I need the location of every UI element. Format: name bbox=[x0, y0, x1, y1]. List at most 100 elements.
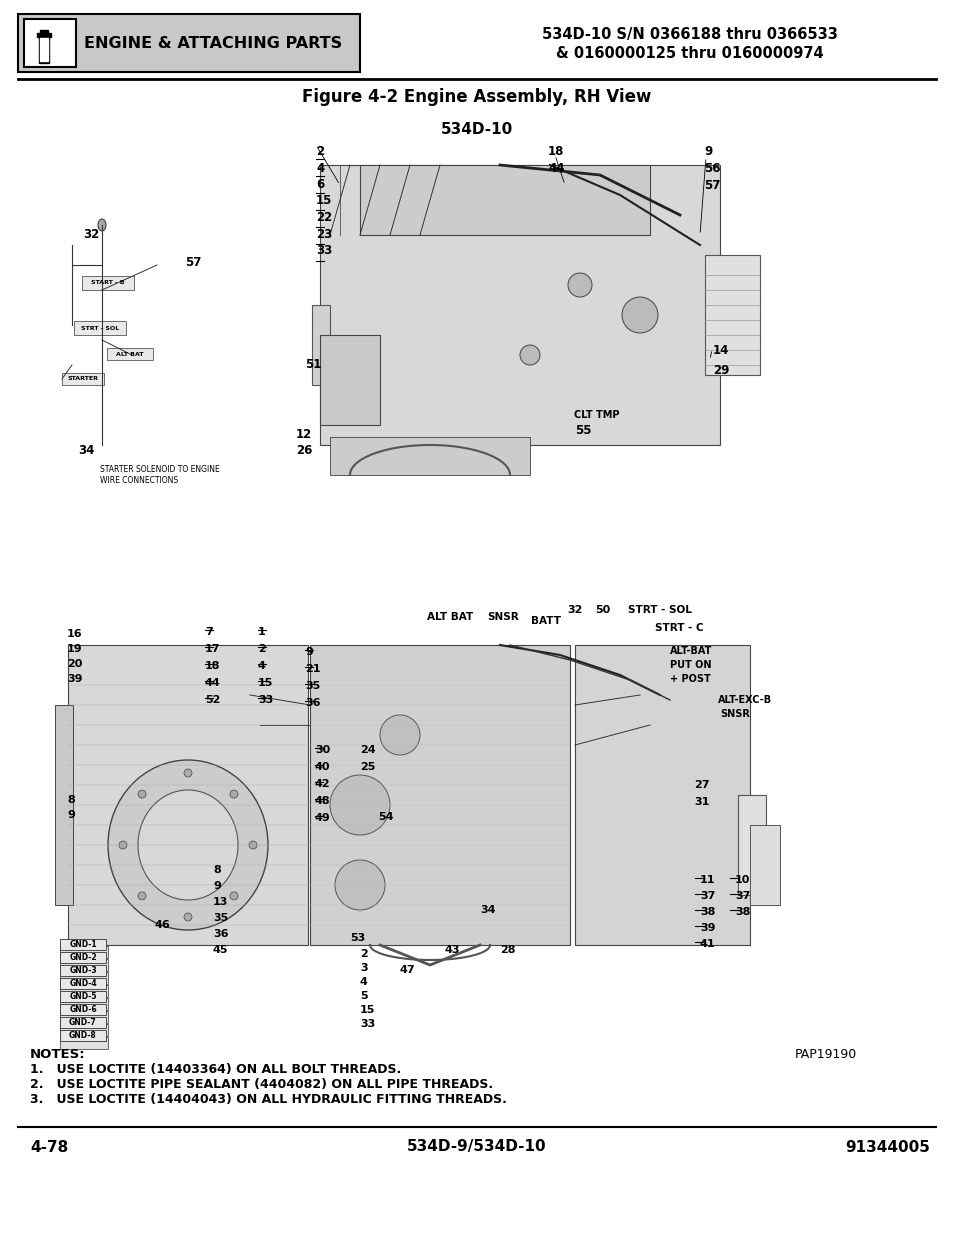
Bar bbox=[330, 437, 530, 475]
Text: GND-5: GND-5 bbox=[70, 992, 96, 1002]
Text: 9: 9 bbox=[213, 881, 221, 890]
Text: START - B: START - B bbox=[91, 280, 125, 285]
Text: 8: 8 bbox=[213, 864, 220, 876]
Bar bbox=[60, 1024, 108, 1036]
Text: STARTER SOLENOID TO ENGINE
WIRE CONNECTIONS: STARTER SOLENOID TO ENGINE WIRE CONNECTI… bbox=[100, 466, 219, 485]
Ellipse shape bbox=[138, 790, 237, 900]
Text: 1: 1 bbox=[257, 627, 266, 637]
Text: 36: 36 bbox=[213, 929, 229, 939]
Text: ALT BAT: ALT BAT bbox=[427, 613, 473, 622]
Bar bbox=[82, 275, 133, 290]
Ellipse shape bbox=[379, 715, 419, 755]
Text: 52: 52 bbox=[205, 695, 220, 705]
Text: 33: 33 bbox=[359, 1019, 375, 1029]
Text: 32: 32 bbox=[83, 228, 99, 242]
Text: 15: 15 bbox=[257, 678, 274, 688]
Text: 32: 32 bbox=[566, 605, 581, 615]
Ellipse shape bbox=[138, 790, 146, 798]
Text: 42: 42 bbox=[314, 779, 331, 789]
Text: 15: 15 bbox=[359, 1005, 375, 1015]
Text: 37: 37 bbox=[734, 890, 750, 902]
Text: GND-7: GND-7 bbox=[69, 1018, 97, 1028]
Bar bbox=[55, 705, 73, 905]
Bar bbox=[107, 348, 152, 359]
Text: + POST: + POST bbox=[669, 674, 710, 684]
Text: 31: 31 bbox=[693, 797, 709, 806]
Text: 28: 28 bbox=[499, 945, 515, 955]
Text: 4-78: 4-78 bbox=[30, 1140, 69, 1155]
Text: 44: 44 bbox=[547, 162, 564, 175]
Text: NOTES:: NOTES: bbox=[30, 1049, 86, 1061]
Text: ALT-BAT: ALT-BAT bbox=[669, 646, 712, 656]
Bar bbox=[18, 14, 359, 72]
Text: SNSR: SNSR bbox=[486, 613, 518, 622]
Text: 4: 4 bbox=[257, 661, 266, 671]
Ellipse shape bbox=[230, 892, 237, 900]
Text: GND-1: GND-1 bbox=[70, 940, 96, 948]
Ellipse shape bbox=[230, 790, 237, 798]
Text: 2: 2 bbox=[359, 948, 367, 960]
Text: 11: 11 bbox=[700, 876, 715, 885]
Text: 38: 38 bbox=[734, 906, 750, 918]
Ellipse shape bbox=[119, 841, 127, 848]
Polygon shape bbox=[37, 33, 51, 63]
Text: STRT - SOL: STRT - SOL bbox=[627, 605, 691, 615]
Text: 37: 37 bbox=[700, 890, 715, 902]
Ellipse shape bbox=[330, 776, 390, 835]
Text: 13: 13 bbox=[213, 897, 228, 906]
Text: 25: 25 bbox=[359, 762, 375, 772]
Text: 26: 26 bbox=[295, 445, 312, 457]
Ellipse shape bbox=[249, 841, 256, 848]
Text: BATT: BATT bbox=[531, 616, 560, 626]
Ellipse shape bbox=[567, 273, 592, 296]
Text: ALT-EXC-B: ALT-EXC-B bbox=[718, 695, 771, 705]
Text: 39: 39 bbox=[700, 923, 715, 932]
Text: 534D-10 S/N 0366188 thru 0366533: 534D-10 S/N 0366188 thru 0366533 bbox=[541, 27, 837, 42]
Bar bbox=[60, 965, 106, 976]
Ellipse shape bbox=[184, 769, 192, 777]
Bar bbox=[60, 972, 108, 984]
Text: GND-8: GND-8 bbox=[69, 1031, 97, 1040]
Text: GND-6: GND-6 bbox=[70, 1005, 96, 1014]
Bar bbox=[60, 1004, 106, 1015]
Bar bbox=[60, 990, 106, 1002]
Text: 2: 2 bbox=[257, 643, 266, 655]
Ellipse shape bbox=[335, 860, 385, 910]
Bar bbox=[60, 1030, 106, 1041]
Text: 3.   USE LOCTITE (14404043) ON ALL HYDRAULIC FITTING THREADS.: 3. USE LOCTITE (14404043) ON ALL HYDRAUL… bbox=[30, 1093, 506, 1107]
Text: 57: 57 bbox=[703, 179, 720, 191]
Text: 17: 17 bbox=[205, 643, 220, 655]
Text: 4: 4 bbox=[359, 977, 368, 987]
Bar bbox=[60, 946, 108, 958]
Bar bbox=[60, 1011, 108, 1023]
Text: 30: 30 bbox=[314, 745, 330, 755]
Text: GND-4: GND-4 bbox=[70, 979, 96, 988]
Bar bbox=[74, 321, 126, 335]
Text: Figure 4-2 Engine Assembly, RH View: Figure 4-2 Engine Assembly, RH View bbox=[302, 88, 651, 106]
Text: 20: 20 bbox=[67, 659, 82, 669]
Text: & 0160000125 thru 0160000974: & 0160000125 thru 0160000974 bbox=[556, 46, 823, 61]
Ellipse shape bbox=[621, 296, 658, 333]
Ellipse shape bbox=[108, 760, 268, 930]
Text: 3: 3 bbox=[359, 963, 367, 973]
Text: 9: 9 bbox=[703, 144, 712, 158]
Text: GND-2: GND-2 bbox=[70, 953, 96, 962]
Text: ENGINE & ATTACHING PARTS: ENGINE & ATTACHING PARTS bbox=[84, 36, 342, 51]
Bar bbox=[312, 305, 330, 385]
Text: 53: 53 bbox=[350, 932, 365, 944]
Text: STRT - C: STRT - C bbox=[655, 622, 703, 634]
Text: 35: 35 bbox=[305, 680, 320, 692]
Ellipse shape bbox=[98, 219, 106, 231]
Text: 5: 5 bbox=[359, 990, 367, 1002]
Text: 39: 39 bbox=[67, 674, 82, 684]
Text: 43: 43 bbox=[444, 945, 460, 955]
Bar bbox=[60, 998, 108, 1010]
Text: 29: 29 bbox=[712, 363, 729, 377]
Bar bbox=[60, 1037, 108, 1049]
Text: 18: 18 bbox=[547, 144, 564, 158]
Polygon shape bbox=[40, 38, 48, 61]
Text: 27: 27 bbox=[693, 781, 709, 790]
Text: 34: 34 bbox=[479, 905, 495, 915]
Bar bbox=[24, 19, 76, 67]
Bar bbox=[704, 254, 760, 375]
